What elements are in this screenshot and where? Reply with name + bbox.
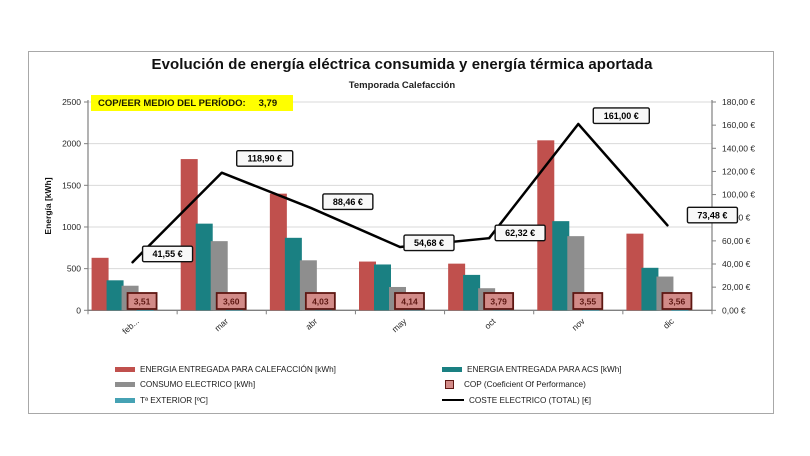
coste-label-box-dic — [686, 206, 739, 224]
bar-calefaccion-abr — [269, 193, 287, 311]
bar-t_exterior-dic — [671, 309, 689, 311]
cop-label-box-nov — [572, 292, 604, 310]
right-axis-tick-label: 40,00 € — [722, 259, 751, 269]
coste-line — [131, 122, 669, 264]
coste-label-value: 161,00 € — [604, 111, 639, 121]
right-axis-tick-label: 180,00 € — [722, 97, 755, 107]
coste-label-box-nov — [592, 107, 650, 125]
cop-label-box-feb... — [126, 292, 158, 310]
bar-calefaccion-nov — [537, 140, 555, 311]
coste-label-box-may — [403, 234, 455, 252]
bar-calefaccion-mar — [180, 159, 198, 311]
legend-item: Tª EXTERIOR [ºC] — [115, 395, 336, 405]
left-axis-title: Energía [kWh] — [43, 177, 53, 234]
cop-label-box-oct — [483, 292, 515, 310]
left-axis-tick-label: 2500 — [62, 97, 81, 107]
x-axis-category-label: nov — [570, 316, 587, 333]
bar-t_exterior-feb... — [136, 309, 154, 311]
legend-label: Tª EXTERIOR [ºC] — [140, 395, 208, 405]
legend-item: CONSUMO ELECTRICO [kWh] — [115, 380, 336, 390]
cop-label-value: 3,60 — [223, 297, 240, 307]
bar-acs-dic — [641, 267, 659, 311]
legend-bar-swatch-icon — [115, 366, 135, 372]
legend-label: ENERGIA ENTREGADA PARA ACS [kWh] — [467, 364, 622, 374]
right-axis-tick-label: 160,00 € — [722, 120, 755, 130]
chart-title: Evolución de energía eléctrica consumida… — [151, 56, 653, 73]
cop-label-value: 4,14 — [401, 297, 418, 307]
bar-acs-mar — [195, 223, 213, 311]
legend-bar-swatch-icon — [115, 397, 135, 403]
cop-label-box-dic — [661, 292, 693, 310]
legend-line-swatch-icon — [442, 398, 464, 402]
cop-label-value: 3,79 — [490, 297, 507, 307]
coste-label-value: 73,48 € — [697, 210, 727, 220]
legend-bar-swatch-icon — [442, 366, 462, 372]
coste-label-value: 118,90 € — [247, 154, 282, 164]
right-axis-tick-label: 120,00 € — [722, 166, 755, 176]
x-axis-category-label: feb... — [120, 316, 141, 336]
coste-label-value: 41,55 € — [153, 249, 183, 259]
cop-label-box-may — [394, 292, 425, 310]
left-axis-tick-label: 1500 — [62, 180, 81, 190]
cop-label-value: 3,55 — [580, 297, 597, 307]
bar-acs-feb... — [106, 280, 124, 311]
cop-label-value: 4,03 — [312, 297, 329, 307]
bar-acs-may — [374, 264, 391, 311]
coste-label-box-oct — [494, 224, 546, 242]
x-axis-category-label: dic — [661, 316, 676, 331]
left-axis-tick-label: 0 — [76, 305, 81, 315]
cop-label-value: 3,51 — [134, 297, 151, 307]
coste-label-value: 54,68 € — [414, 238, 444, 248]
coste-label-value: 88,46 € — [333, 197, 363, 207]
right-axis-tick-label: 20,00 € — [722, 282, 751, 292]
x-axis-category-label: abr — [303, 316, 319, 332]
bar-consumo-nov — [567, 236, 585, 311]
legend-label: COP (Coeficient Of Performance) — [464, 380, 586, 389]
bar-t_exterior-mar — [225, 309, 243, 311]
cop-eer-banner-label: COP/EER MEDIO DEL PERÍODO: — [98, 97, 246, 109]
right-axis-tick-label: 0,00 € — [722, 305, 746, 315]
right-axis-tick-label: 100,00 € — [722, 190, 755, 200]
bar-calefaccion-oct — [448, 263, 466, 311]
legend-item: ENERGIA ENTREGADA PARA ACS [kWh] — [442, 364, 622, 374]
x-axis-category-label: may — [390, 316, 409, 335]
cop-label-value: 3,56 — [669, 297, 686, 307]
bar-calefaccion-feb... — [91, 257, 109, 311]
legend-cop-box-swatch-icon — [445, 380, 454, 389]
x-axis-category-label: mar — [212, 316, 230, 333]
bar-acs-oct — [463, 274, 481, 311]
bar-calefaccion-may — [359, 261, 376, 311]
bar-acs-abr — [284, 237, 302, 311]
legend-bar-swatch-icon — [115, 382, 135, 387]
right-axis-tick-label: 60,00 € — [722, 236, 751, 246]
right-axis-tick-label: 140,00 € — [722, 143, 755, 153]
legend-label: COSTE ELECTRICO (TOTAL) [€] — [469, 395, 592, 405]
left-axis-tick-label: 500 — [67, 264, 81, 274]
cop-label-box-mar — [215, 292, 247, 310]
legend-item: COSTE ELECTRICO (TOTAL) [€] — [442, 395, 622, 405]
coste-label-box-abr — [322, 193, 374, 211]
legend-left-column: ENERGIA ENTREGADA PARA CALEFACCIÓN [kWh]… — [115, 364, 336, 405]
bar-acs-nov — [552, 221, 570, 311]
legend-label: CONSUMO ELECTRICO [kWh] — [140, 380, 256, 389]
legend-item: ENERGIA ENTREGADA PARA CALEFACCIÓN [kWh] — [115, 364, 336, 374]
legend-right-column: ENERGIA ENTREGADA PARA ACS [kWh] COP (Coe… — [442, 364, 622, 405]
bar-calefaccion-dic — [626, 233, 644, 311]
left-axis-tick-label: 1000 — [62, 222, 81, 232]
coste-label-box-feb... — [141, 245, 194, 263]
legend-label: ENERGIA ENTREGADA PARA CALEFACCIÓN [kWh] — [140, 364, 336, 374]
cop-eer-banner-value: 3,79 — [258, 97, 278, 109]
cop-eer-banner: COP/EER MEDIO DEL PERÍODO: 3,79 — [91, 95, 293, 111]
bar-t_exterior-nov — [582, 309, 600, 311]
left-axis-tick-label: 2000 — [62, 139, 81, 149]
cop-label-box-abr — [304, 292, 336, 310]
coste-label-value: 62,32 € — [505, 228, 535, 238]
legend-item: COP (Coeficient Of Performance) — [442, 380, 622, 390]
chart-subtitle: Temporada Calefacción — [348, 80, 456, 91]
coste-label-box-mar — [236, 150, 294, 167]
x-axis-category-label: oct — [482, 316, 498, 331]
